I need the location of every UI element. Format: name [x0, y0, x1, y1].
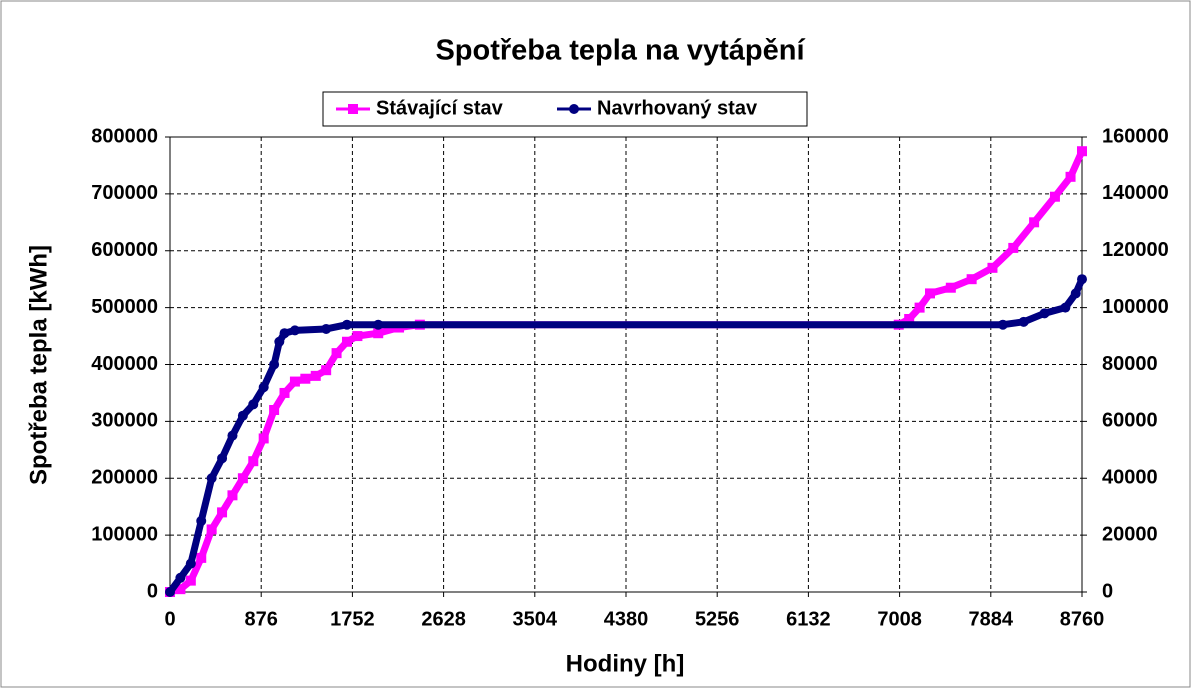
marker — [914, 302, 925, 313]
marker — [352, 331, 363, 342]
y-tick-label: 500000 — [91, 296, 158, 318]
marker — [206, 473, 217, 484]
y2-tick-label: 120000 — [1102, 239, 1169, 261]
y2-tick-label: 0 — [1102, 580, 1113, 602]
y-tick-label: 300000 — [91, 410, 158, 432]
x-tick-label: 3504 — [513, 608, 558, 630]
marker — [196, 552, 207, 563]
legend-marker — [569, 104, 579, 114]
legend-label: Stávající stav — [376, 97, 504, 119]
y-tick-label: 0 — [147, 580, 158, 602]
marker — [248, 456, 259, 467]
marker — [227, 490, 238, 501]
marker — [227, 430, 238, 441]
y-tick-label: 800000 — [91, 125, 158, 147]
marker — [966, 274, 977, 285]
legend-marker — [348, 104, 358, 114]
x-tick-label: 8760 — [1060, 608, 1105, 630]
legend-label: Navrhovaný stav — [597, 97, 758, 119]
marker — [185, 558, 196, 569]
x-axis-label: Hodiny [h] — [566, 650, 685, 677]
marker — [165, 587, 175, 597]
marker — [185, 575, 196, 586]
marker — [321, 365, 332, 376]
marker — [269, 359, 280, 370]
marker — [258, 382, 269, 393]
y-axis-label: Spotřeba tepla [kWh] — [25, 245, 52, 485]
y2-tick-label: 20000 — [1102, 523, 1158, 545]
marker — [248, 399, 259, 410]
y2-tick-label: 60000 — [1102, 410, 1158, 432]
marker — [1049, 191, 1060, 202]
x-tick-label: 2628 — [421, 608, 466, 630]
marker — [987, 262, 998, 273]
y2-tick-label: 80000 — [1102, 353, 1158, 375]
marker — [279, 328, 290, 339]
marker — [217, 453, 228, 464]
marker — [289, 325, 300, 336]
y-tick-label: 100000 — [91, 523, 158, 545]
marker — [1029, 217, 1040, 228]
marker — [1039, 308, 1050, 319]
marker — [1060, 302, 1071, 313]
y2-tick-label: 40000 — [1102, 467, 1158, 489]
marker — [1077, 274, 1087, 285]
marker — [1065, 171, 1076, 182]
marker — [258, 433, 269, 444]
marker — [341, 336, 352, 347]
marker — [310, 370, 321, 381]
x-tick-label: 0 — [164, 608, 175, 630]
y-tick-label: 200000 — [91, 467, 158, 489]
marker — [175, 584, 186, 595]
series-line — [169, 149, 1086, 596]
marker — [925, 288, 935, 299]
marker — [175, 572, 186, 583]
x-tick-label: 1752 — [330, 608, 375, 630]
marker — [1070, 288, 1081, 299]
y2-tick-label: 100000 — [1102, 296, 1169, 318]
marker — [237, 410, 248, 421]
marker — [217, 507, 228, 518]
marker — [373, 319, 384, 330]
marker — [269, 405, 280, 415]
marker — [373, 328, 384, 339]
marker — [904, 314, 915, 324]
marker — [237, 473, 248, 484]
y2-tick-label: 160000 — [1102, 125, 1169, 147]
marker — [321, 323, 332, 334]
marker — [300, 373, 311, 384]
marker — [1008, 242, 1019, 253]
marker — [997, 319, 1008, 330]
chart-title: Spotřeba tepla na vytápění — [435, 35, 805, 67]
y2-tick-label: 140000 — [1102, 182, 1169, 204]
x-tick-label: 876 — [245, 608, 278, 630]
y-tick-label: 600000 — [91, 239, 158, 261]
x-tick-label: 6132 — [786, 608, 831, 630]
marker — [945, 282, 956, 293]
legend: Stávající stav Navrhovaný stav — [322, 91, 808, 127]
x-tick-label: 4380 — [604, 608, 649, 630]
x-tick-label: 7008 — [877, 608, 922, 630]
marker — [279, 387, 290, 398]
marker — [206, 524, 217, 535]
x-tick-label: 7884 — [969, 608, 1014, 630]
y-tick-label: 700000 — [91, 182, 158, 204]
marker — [1077, 146, 1087, 157]
marker — [289, 376, 300, 387]
marker — [341, 319, 352, 330]
x-tick-label: 5256 — [695, 608, 740, 630]
marker — [331, 348, 342, 359]
y-tick-label: 400000 — [91, 353, 158, 375]
marker — [274, 336, 285, 347]
marker — [1018, 316, 1029, 327]
marker — [196, 515, 207, 526]
